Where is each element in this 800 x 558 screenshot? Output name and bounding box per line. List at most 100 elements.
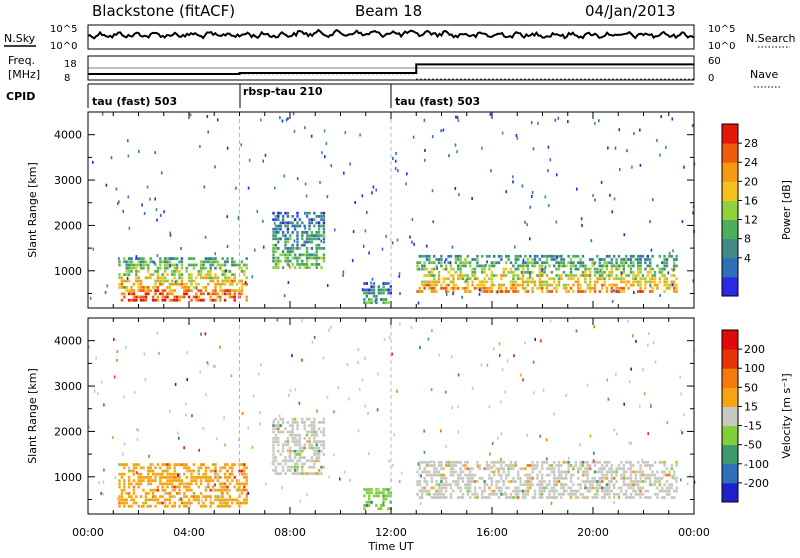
velocity-cell <box>644 480 647 483</box>
power-cell <box>288 264 291 268</box>
power-cell <box>632 264 635 268</box>
velocity-cell <box>154 504 157 508</box>
velocity-cell <box>289 389 292 393</box>
velocity-cell <box>142 504 145 508</box>
power-cell <box>555 286 558 290</box>
velocity-cell <box>593 476 597 480</box>
power-cell <box>601 258 604 261</box>
velocity-cell <box>277 449 280 453</box>
velocity-cell <box>207 485 210 489</box>
velocity-cell <box>625 489 628 493</box>
velocity-cell <box>322 356 325 360</box>
power-cell <box>512 283 515 287</box>
power-cell <box>433 261 436 265</box>
power-cell <box>274 231 278 234</box>
velocity-cell <box>284 443 287 447</box>
velocity-cell <box>656 470 659 474</box>
power-cell <box>596 270 599 274</box>
velocity-cell <box>240 501 244 505</box>
velocity-cell <box>163 498 167 502</box>
velocity-cell <box>195 482 198 486</box>
velocity-cell <box>452 467 455 471</box>
velocity-cell <box>615 467 618 471</box>
velocity-cell <box>178 479 181 482</box>
power-cell <box>142 266 145 270</box>
power-cell <box>629 264 633 268</box>
power-cell <box>519 277 522 281</box>
power-cell <box>237 215 240 219</box>
power-cell <box>277 256 280 260</box>
velocity-cell <box>328 328 330 332</box>
power-cell <box>324 155 326 159</box>
velocity-cell <box>161 488 164 492</box>
power-cell <box>481 264 484 268</box>
velocity-cell <box>670 496 673 499</box>
power-cell <box>214 286 217 289</box>
velocity-cell <box>163 476 167 479</box>
velocity-cell <box>88 345 90 349</box>
power-cell <box>366 210 368 214</box>
velocity-cell <box>500 464 503 467</box>
power-cell <box>423 286 426 290</box>
power-cell <box>199 289 203 292</box>
power-cell <box>531 261 534 265</box>
power-cell <box>507 290 510 293</box>
power-cell <box>637 264 640 268</box>
power-cell <box>637 254 640 258</box>
power-cell <box>476 261 479 265</box>
velocity-cell <box>313 472 316 475</box>
power-cell <box>521 277 525 281</box>
power-cell <box>161 260 164 264</box>
power-cell <box>577 283 580 287</box>
velocity-cell <box>159 482 162 486</box>
power-cell <box>683 165 685 169</box>
velocity-cell <box>502 492 505 496</box>
velocity-cell <box>272 453 275 456</box>
power-cell <box>428 270 431 274</box>
power-cell <box>163 210 165 214</box>
velocity-cell <box>591 476 594 480</box>
power-cell <box>605 290 609 293</box>
power-cell <box>226 146 229 150</box>
velocity-cell <box>223 504 227 508</box>
velocity-cell <box>498 353 501 357</box>
velocity-cell <box>505 476 508 480</box>
power-cell <box>305 250 309 253</box>
power-cell <box>304 211 306 215</box>
velocity-cell <box>245 472 248 476</box>
velocity-cell <box>296 453 299 456</box>
velocity-cell <box>223 466 227 470</box>
power-cell <box>313 237 316 241</box>
power-cell <box>382 288 385 292</box>
cpid-label: CPID <box>6 90 35 103</box>
velocity-cell <box>608 496 611 499</box>
power-cell <box>649 284 652 288</box>
power-cell <box>125 263 128 267</box>
velocity-cell <box>154 472 157 476</box>
velocity-cell <box>281 421 285 424</box>
power-cell <box>291 224 294 228</box>
velocity-cell <box>440 473 443 477</box>
velocity-cell <box>560 486 563 490</box>
power-cell <box>617 267 621 271</box>
velocity-cell <box>382 494 385 498</box>
velocity-cell <box>284 440 287 443</box>
velocity-cell <box>367 412 369 415</box>
power-cell <box>365 282 368 285</box>
power-cell <box>281 231 285 234</box>
velocity-cell <box>228 488 232 492</box>
power-cell <box>425 254 429 258</box>
velocity-cell <box>125 463 128 466</box>
power-cell <box>354 201 356 204</box>
velocity-cell <box>375 491 378 495</box>
velocity-cell <box>204 498 208 502</box>
velocity-cell <box>531 496 534 499</box>
power-cell <box>197 273 200 276</box>
velocity-cell <box>629 483 633 487</box>
power-cell <box>457 258 460 261</box>
velocity-cell <box>149 463 152 466</box>
power-cell <box>598 274 601 277</box>
power-cell <box>216 279 220 283</box>
power-cell <box>428 261 431 265</box>
power-cell <box>315 243 318 247</box>
